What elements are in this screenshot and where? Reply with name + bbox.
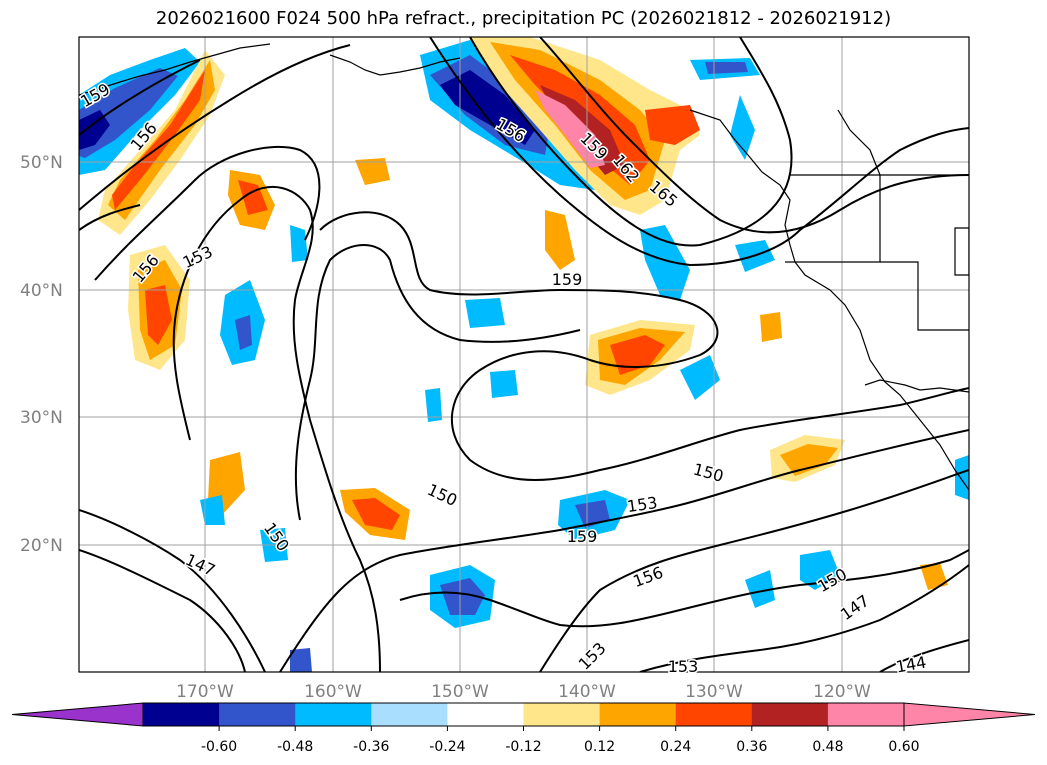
- fill-blob: [425, 388, 442, 422]
- contour-label: 144: [894, 653, 927, 677]
- colorbar-tick-label: 0.36: [736, 739, 767, 755]
- height-contours: [79, 37, 969, 672]
- colorbar-bin: [371, 703, 448, 726]
- colorbar-bin: [447, 703, 524, 726]
- lon-label: 150°W: [431, 682, 489, 702]
- colorbar-bin: [219, 703, 296, 726]
- contour-label: 159: [567, 527, 598, 546]
- lon-label: 130°W: [685, 682, 743, 702]
- fill-blob: [955, 455, 969, 500]
- fill-blob: [920, 563, 948, 590]
- contour-label: 153: [668, 657, 699, 676]
- colorbar-bin: [143, 703, 220, 726]
- lon-label: 170°W: [176, 682, 234, 702]
- map-plot-area: [79, 37, 969, 672]
- map-title: 2026021600 F024 500 hPa refract., precip…: [155, 8, 892, 29]
- fill-blob: [440, 578, 485, 615]
- colorbar-bin: [295, 703, 372, 726]
- fill-blob: [640, 225, 690, 300]
- colorbar-tick-label: 0.24: [660, 739, 691, 755]
- colorbar-bin: [675, 703, 753, 726]
- colorbar-tick-label: -0.12: [505, 739, 541, 755]
- colorbar-bin: [827, 703, 905, 726]
- fill-blob: [352, 498, 400, 530]
- fill-blob: [355, 158, 390, 185]
- fill-blob: [780, 444, 838, 476]
- fill-blob: [440, 70, 535, 145]
- fill-blob: [238, 180, 268, 215]
- colorbar-tick-label: 0.48: [812, 739, 843, 755]
- fill-blob: [145, 285, 172, 345]
- fill-blob: [545, 210, 575, 270]
- colorbar-over-arrow: [903, 702, 1036, 727]
- colorbar-tick-label: 0.12: [584, 739, 615, 755]
- colorbar-bin: [751, 703, 829, 726]
- colorbar-bin: [599, 703, 677, 726]
- colorbar-under-arrow: [11, 702, 144, 727]
- fill-blob: [112, 70, 205, 210]
- fill-blob: [705, 62, 748, 74]
- fill-blob: [730, 95, 755, 160]
- colorbar-tick-label: -0.36: [353, 739, 389, 755]
- fill-blob: [79, 68, 178, 158]
- fill-blob: [745, 570, 775, 608]
- colorbar-tick-label: -0.48: [277, 739, 313, 755]
- map-frame: [78, 36, 970, 673]
- colorbar-bin: [523, 703, 601, 726]
- contour-label: 159: [552, 270, 583, 289]
- lat-label: 30°N: [20, 408, 63, 428]
- lat-label: 40°N: [20, 281, 63, 301]
- fill-blob: [235, 315, 252, 350]
- fill-blob: [490, 370, 518, 398]
- fill-blob: [200, 495, 225, 525]
- fill-blob: [79, 110, 110, 150]
- lon-label: 120°W: [813, 682, 871, 702]
- fill-blob: [645, 105, 700, 145]
- fill-blob: [290, 225, 308, 262]
- colorbar: -0.60 -0.48 -0.36 -0.24 -0.12 0.12 0.24 0.36 0.4…: [11, 702, 1036, 755]
- colorbar-tick-label: -0.60: [201, 739, 237, 755]
- coastlines: [79, 43, 969, 491]
- lat-label: 20°N: [20, 536, 63, 556]
- colorbar-tick-label: -0.24: [429, 739, 465, 755]
- fill-blob: [290, 648, 312, 672]
- fill-blob: [680, 355, 720, 400]
- lat-label: 50°N: [20, 153, 63, 173]
- lon-label: 140°W: [558, 682, 616, 702]
- lon-label: 160°W: [304, 682, 362, 702]
- fill-blob: [465, 298, 505, 328]
- colorbar-tick-label: 0.60: [888, 739, 919, 755]
- fill-blob: [610, 335, 665, 375]
- fill-blob: [800, 550, 840, 590]
- fill-blob: [760, 312, 782, 342]
